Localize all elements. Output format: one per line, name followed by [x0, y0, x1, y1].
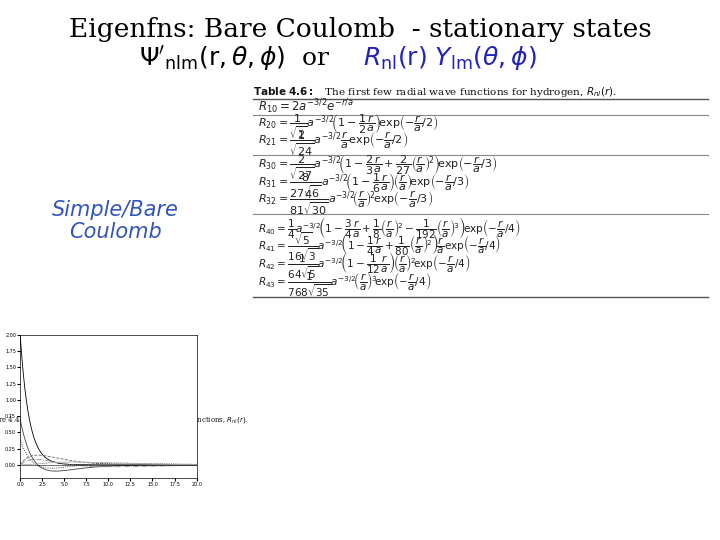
- Text: $R_{21} = \dfrac{1}{\sqrt{24}}a^{-3/2}\dfrac{r}{a}\exp\!\left(-\dfrac{r}{a}/2\ri: $R_{21} = \dfrac{1}{\sqrt{24}}a^{-3/2}\d…: [258, 130, 408, 158]
- Text: $R_{32} = \dfrac{4}{81\sqrt{30}}a^{-3/2}\!\left(\dfrac{r}{a}\right)^{\!2}\!\exp\: $R_{32} = \dfrac{4}{81\sqrt{30}}a^{-3/2}…: [258, 189, 433, 217]
- Text: $R_{43} = \dfrac{1}{768\sqrt{35}}a^{-3/2}\!\left(\dfrac{r}{a}\right)^{\!3}\!\exp: $R_{43} = \dfrac{1}{768\sqrt{35}}a^{-3/2…: [258, 271, 431, 299]
- Text: $R_{41} = \dfrac{\sqrt{5}}{16\sqrt{3}}a^{-3/2}\!\left(1 - \dfrac{1}{4}\dfrac{r}{: $R_{41} = \dfrac{\sqrt{5}}{16\sqrt{3}}a^…: [258, 231, 501, 264]
- Text: $R_{20} = \dfrac{1}{\sqrt{2}}a^{-3/2}\!\left(1 - \dfrac{1}{2}\dfrac{r}{a}\right): $R_{20} = \dfrac{1}{\sqrt{2}}a^{-3/2}\!\…: [258, 113, 438, 141]
- Text: $R_{10} = 2a^{-3/2}e^{-r/a}$: $R_{10} = 2a^{-3/2}e^{-r/a}$: [258, 98, 354, 116]
- Text: $\bf{Table\ 4.6:}$   The first few radial wave functions for hydrogen, $R_{nl}(r: $\bf{Table\ 4.6:}$ The first few radial …: [253, 85, 617, 99]
- Text: Simple/Bare: Simple/Bare: [52, 200, 179, 220]
- Text: $R_{42} = \dfrac{1}{64\sqrt{5}}a^{-3/2}\!\left(1 - \dfrac{1}{12}\dfrac{r}{a}\rig: $R_{42} = \dfrac{1}{64\sqrt{5}}a^{-3/2}\…: [258, 251, 470, 281]
- Text: $R_{31} = \dfrac{8}{27\sqrt{6}}a^{-3/2}\!\left(1 - \dfrac{1}{6}\dfrac{r}{a}\righ: $R_{31} = \dfrac{8}{27\sqrt{6}}a^{-3/2}\…: [258, 172, 469, 200]
- Text: $R_{30} = \dfrac{2}{\sqrt{27}}a^{-3/2}\!\left(1 - \dfrac{2}{3}\dfrac{r}{a} + \df: $R_{30} = \dfrac{2}{\sqrt{27}}a^{-3/2}\!…: [258, 154, 498, 182]
- Text: $R_{\rm nl}({\rm r})\ Y_{\rm lm}(\theta,\phi)$: $R_{\rm nl}({\rm r})\ Y_{\rm lm}(\theta,…: [363, 44, 537, 72]
- Text: Coulomb: Coulomb: [68, 222, 161, 242]
- Text: $R_{40} = \dfrac{1}{4}a^{-3/2}\!\left(1 - \dfrac{3}{4}\dfrac{r}{a} + \dfrac{1}{8: $R_{40} = \dfrac{1}{4}a^{-3/2}\!\left(1 …: [258, 215, 521, 241]
- Text: Eigenfns: Bare Coulomb  - stationary states: Eigenfns: Bare Coulomb - stationary stat…: [68, 17, 652, 43]
- Text: Figure 4.4:   Graphs of the first few hydrogen radial wave functions, $R_{nl}(r): Figure 4.4: Graphs of the first few hydr…: [0, 414, 248, 426]
- Text: $\Psi'_{\rm nlm}$$({\rm r},\theta,\phi)$  or: $\Psi'_{\rm nlm}$$({\rm r},\theta,\phi)$…: [139, 44, 330, 72]
